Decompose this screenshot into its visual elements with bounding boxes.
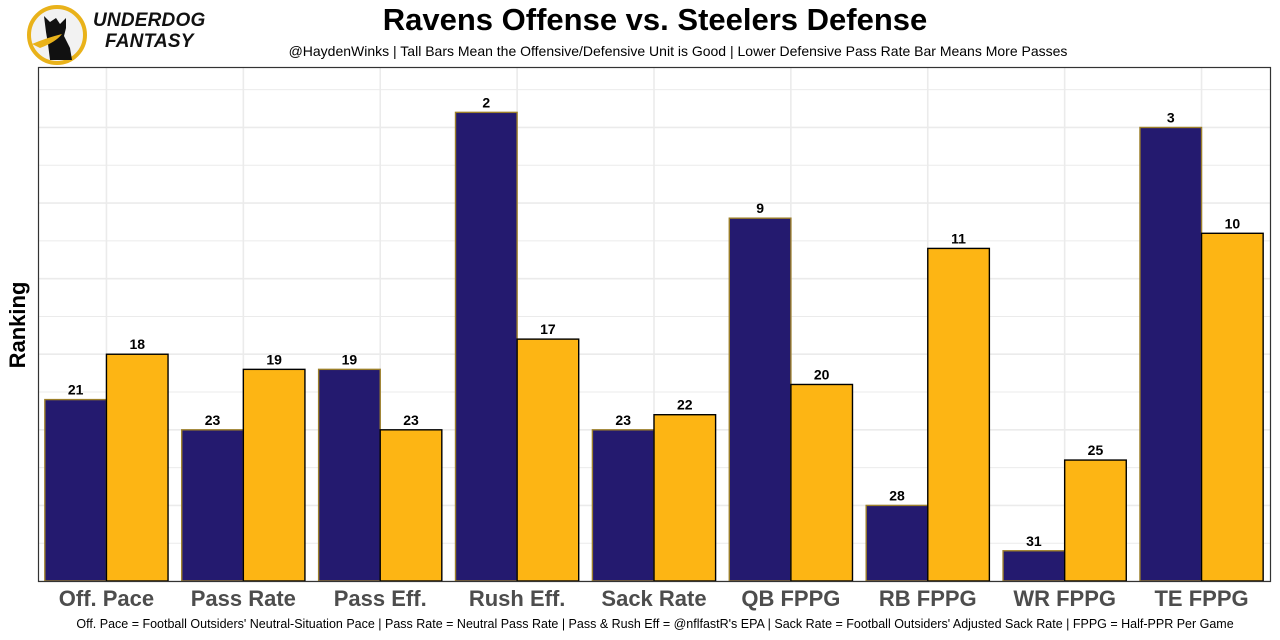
bar-offense xyxy=(865,504,929,582)
x-tick-label: Pass Eff. xyxy=(334,586,427,611)
bar-offense xyxy=(728,217,792,582)
data-label-offense: 3 xyxy=(1167,109,1175,125)
brand-wordmark: UNDERDOG FANTASY xyxy=(93,10,205,52)
data-label-defense: 11 xyxy=(951,230,966,246)
bar-offense xyxy=(44,398,108,582)
bar-offense xyxy=(317,368,381,582)
bar-defense xyxy=(379,429,443,582)
data-labels: 21 18 23 19 19 23 2 17 23 22 9 20 28 11 31 25 3 10 xyxy=(68,94,1240,548)
x-tick-label: Off. Pace xyxy=(59,586,154,611)
data-label-defense: 23 xyxy=(403,412,419,428)
plot-border xyxy=(37,66,1272,583)
chart-subtitle: @HaydenWinks | Tall Bars Mean the Offens… xyxy=(288,43,1068,59)
x-tick-label: TE FPPG xyxy=(1154,586,1248,611)
brand-line-2: FANTASY xyxy=(105,31,194,52)
chart-title: Ravens Offense vs. Steelers Defense xyxy=(382,2,928,37)
bar-defense xyxy=(105,353,169,582)
bar-defense xyxy=(927,247,991,582)
x-tick-label: WR FPPG xyxy=(1013,586,1116,611)
bar-offense xyxy=(1002,550,1066,582)
data-label-defense: 17 xyxy=(540,321,556,337)
data-label-offense: 31 xyxy=(1026,533,1042,549)
bar-defense xyxy=(1063,459,1127,582)
data-label-defense: 10 xyxy=(1225,215,1241,231)
data-label-offense: 2 xyxy=(482,94,490,110)
bar-offense xyxy=(591,429,655,582)
x-tick-labels: Off. Pace Pass Rate Pass Eff. Rush Eff. Sack… xyxy=(59,586,1249,611)
data-label-defense: 22 xyxy=(677,397,693,413)
chart-caption: Off. Pace = Football Outsiders' Neutral-… xyxy=(76,617,1234,631)
data-label-offense: 21 xyxy=(68,382,84,398)
underdog-logo-icon xyxy=(27,5,87,65)
bar-defense xyxy=(790,383,854,582)
data-label-offense: 28 xyxy=(889,487,905,503)
data-label-defense: 19 xyxy=(266,351,282,367)
x-tick-label: QB FPPG xyxy=(741,586,840,611)
x-tick-label: Sack Rate xyxy=(601,586,706,611)
bar-defense xyxy=(242,368,306,582)
data-label-defense: 25 xyxy=(1088,442,1104,458)
x-tick-label: Pass Rate xyxy=(191,586,296,611)
data-label-offense: 23 xyxy=(615,412,631,428)
brand-line-1: UNDERDOG xyxy=(93,10,206,31)
bar-offense xyxy=(181,429,245,582)
data-label-defense: 20 xyxy=(814,366,830,382)
data-label-offense: 23 xyxy=(205,412,221,428)
data-label-defense: 18 xyxy=(129,336,145,352)
bar-defense xyxy=(1200,232,1264,582)
bar-offense xyxy=(1139,126,1203,582)
bars xyxy=(44,111,1264,582)
x-tick-label: RB FPPG xyxy=(879,586,977,611)
data-label-offense: 19 xyxy=(342,351,358,367)
x-tick-label: Rush Eff. xyxy=(469,586,566,611)
bar-offense xyxy=(454,111,518,582)
bar-defense xyxy=(653,414,717,582)
data-label-offense: 9 xyxy=(756,200,764,216)
bar-defense xyxy=(516,338,580,582)
